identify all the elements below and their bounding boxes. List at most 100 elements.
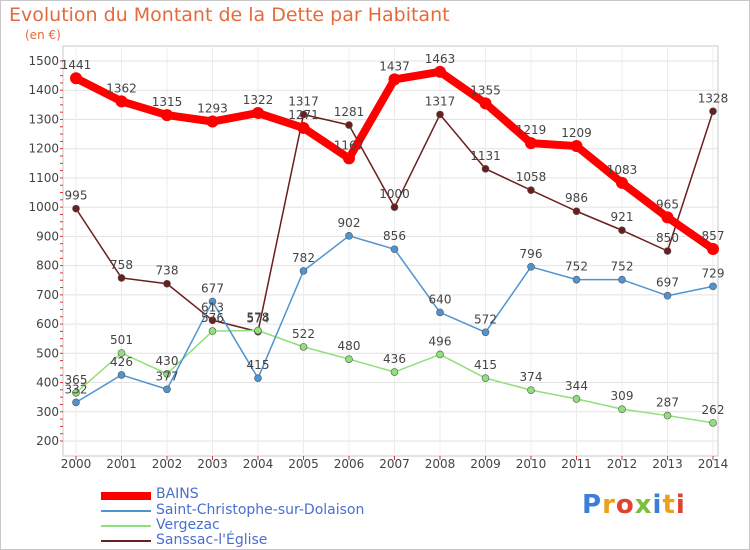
data-point-sanssac bbox=[618, 226, 626, 235]
data-point-sanssac bbox=[72, 204, 80, 213]
data-label-bains: 1437 bbox=[379, 59, 410, 73]
data-label-vergezac: 430 bbox=[156, 354, 179, 368]
data-label-saint-christophe: 677 bbox=[201, 282, 224, 296]
data-label-saint-christophe: 856 bbox=[383, 229, 406, 243]
logo-letter: x bbox=[634, 490, 653, 520]
data-point-vergezac bbox=[208, 327, 217, 335]
logo-letter: t bbox=[662, 490, 676, 520]
data-label-bains: 1271 bbox=[288, 108, 319, 122]
data-label-saint-christophe: 752 bbox=[611, 260, 634, 274]
logo-letter: i bbox=[675, 490, 686, 520]
data-point-vergezac bbox=[572, 395, 581, 403]
data-label-bains: 857 bbox=[702, 229, 725, 243]
data-label-bains: 1441 bbox=[61, 58, 92, 72]
data-point-vergezac bbox=[117, 349, 126, 357]
data-point-bains bbox=[707, 242, 719, 255]
data-point-vergezac bbox=[481, 374, 490, 382]
data-point-saint-christophe bbox=[572, 275, 581, 284]
x-tick-label: 2003 bbox=[197, 457, 228, 471]
data-point-saint-christophe bbox=[345, 232, 353, 240]
legend-label-sanssac: Sanssac-l'Église bbox=[156, 532, 268, 548]
data-point-saint-christophe bbox=[481, 328, 490, 337]
x-tick-label: 2010 bbox=[516, 457, 547, 471]
data-label-sanssac: 1281 bbox=[334, 105, 365, 119]
data-label-saint-christophe: 796 bbox=[520, 247, 543, 261]
data-point-sanssac bbox=[663, 247, 672, 255]
data-label-bains: 1219 bbox=[516, 123, 547, 137]
data-label-vergezac: 262 bbox=[702, 403, 725, 417]
y-tick-label: 400 bbox=[36, 376, 59, 390]
data-point-saint-christophe bbox=[436, 308, 444, 317]
x-tick-label: 2005 bbox=[288, 457, 319, 471]
legend-label-saint-christophe: Saint-Christophe-sur-Dolaison bbox=[156, 502, 365, 518]
data-label-bains: 1355 bbox=[470, 83, 501, 97]
data-label-saint-christophe: 572 bbox=[474, 312, 497, 326]
data-label-saint-christophe: 426 bbox=[110, 355, 133, 369]
proxiti-logo: Proxiti bbox=[582, 490, 686, 520]
legend-label-vergezac: Vergezac bbox=[156, 517, 220, 533]
data-point-sanssac bbox=[390, 203, 399, 211]
y-tick-label: 600 bbox=[36, 317, 59, 331]
x-tick-label: 2001 bbox=[106, 457, 137, 471]
y-tick-label: 1400 bbox=[28, 83, 59, 97]
data-point-sanssac bbox=[481, 165, 490, 173]
data-point-bains bbox=[206, 115, 219, 128]
data-point-bains bbox=[479, 97, 492, 110]
data-label-vergezac: 480 bbox=[338, 339, 361, 353]
x-tick-label: 2006 bbox=[334, 457, 365, 471]
y-tick-label: 1300 bbox=[28, 112, 59, 126]
data-label-saint-christophe: 752 bbox=[565, 260, 588, 274]
data-label-vergezac: 365 bbox=[65, 373, 88, 387]
data-point-vergezac bbox=[299, 343, 308, 351]
data-label-vergezac: 576 bbox=[201, 311, 224, 325]
legend-label-bains: BAINS bbox=[156, 486, 199, 502]
data-label-bains: 1293 bbox=[197, 102, 228, 116]
data-label-saint-christophe: 377 bbox=[156, 369, 179, 383]
data-label-bains: 1167 bbox=[334, 138, 365, 152]
data-label-sanssac: 738 bbox=[156, 264, 179, 278]
data-point-bains bbox=[388, 73, 401, 86]
data-label-sanssac: 613 bbox=[201, 300, 224, 314]
data-label-saint-christophe: 640 bbox=[429, 292, 452, 306]
chart-title: Evolution du Montant de la Dette par Hab… bbox=[9, 4, 450, 26]
y-tick-label: 1000 bbox=[28, 200, 59, 214]
data-point-sanssac bbox=[709, 107, 717, 116]
logo-letter: i bbox=[652, 490, 663, 520]
x-tick-label: 2011 bbox=[561, 457, 592, 471]
data-point-vergezac bbox=[72, 388, 80, 397]
data-label-saint-christophe: 729 bbox=[702, 266, 725, 280]
legend-swatch-bains bbox=[101, 492, 151, 500]
data-point-saint-christophe bbox=[163, 385, 171, 394]
data-label-sanssac: 986 bbox=[565, 191, 588, 205]
legend-swatch-sanssac bbox=[101, 540, 151, 542]
data-point-bains bbox=[70, 72, 82, 85]
data-point-bains bbox=[115, 95, 128, 108]
data-label-saint-christophe: 415 bbox=[247, 358, 270, 372]
legend-swatch-vergezac bbox=[101, 525, 151, 527]
data-label-vergezac: 522 bbox=[292, 327, 315, 341]
y-tick-label: 800 bbox=[36, 259, 59, 273]
x-tick-label: 2004 bbox=[243, 457, 274, 471]
data-point-vergezac bbox=[163, 369, 171, 378]
data-label-vergezac: 501 bbox=[110, 333, 133, 347]
data-label-bains: 1322 bbox=[243, 93, 274, 107]
data-label-bains: 1362 bbox=[106, 81, 137, 95]
data-point-bains bbox=[525, 137, 537, 150]
x-tick-label: 2014 bbox=[698, 457, 729, 471]
data-point-vergezac bbox=[436, 350, 444, 359]
data-label-sanssac: 1328 bbox=[698, 91, 729, 105]
data-point-sanssac bbox=[572, 207, 581, 216]
data-label-vergezac: 436 bbox=[383, 352, 406, 366]
data-point-saint-christophe bbox=[72, 398, 80, 407]
logo-letter: o bbox=[615, 490, 635, 520]
data-label-sanssac: 1131 bbox=[470, 149, 501, 163]
data-point-saint-christophe bbox=[299, 267, 308, 275]
data-point-bains bbox=[570, 140, 583, 153]
data-label-vergezac: 287 bbox=[656, 396, 679, 410]
data-point-saint-christophe bbox=[663, 291, 672, 300]
y-tick-label: 1100 bbox=[28, 171, 59, 185]
y-tick-label: 1500 bbox=[28, 54, 59, 68]
x-tick-label: 2007 bbox=[379, 457, 410, 471]
data-label-vergezac: 344 bbox=[565, 379, 588, 393]
